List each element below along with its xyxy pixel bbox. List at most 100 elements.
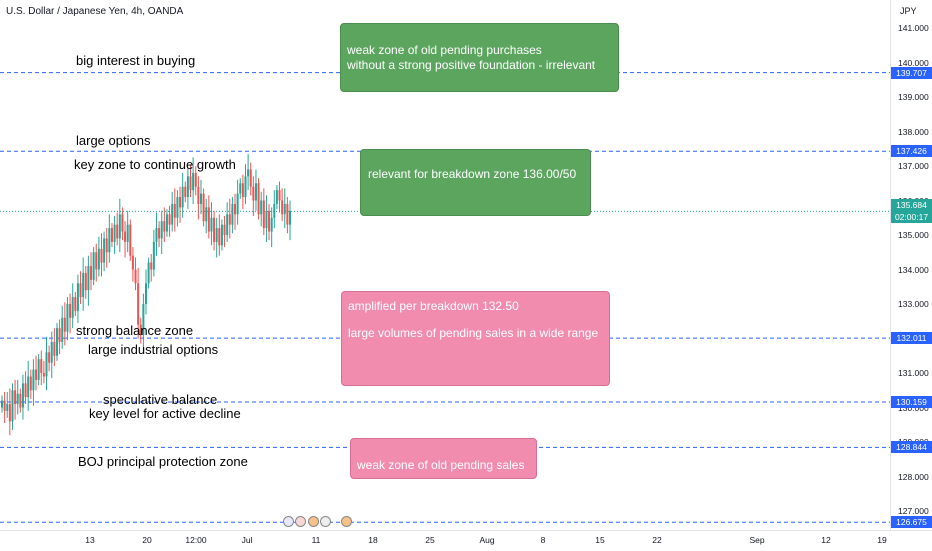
price-tick-label: 128.000 [898,471,929,482]
time-tick-label: Aug [479,535,495,545]
candle-body [21,383,24,408]
candle-body [74,297,77,311]
us-flag-icon[interactable] [295,516,307,527]
candle-body [11,390,14,422]
candle-body [32,369,35,391]
note-weak-sales-line1: weak zone of old pending sales [357,458,525,472]
candle-body [79,283,82,298]
candle-body [239,183,242,194]
candle-body [110,228,113,242]
candle-body [158,228,161,239]
candle-body [241,183,244,198]
candle-body [160,221,163,239]
candle-body [210,217,213,232]
candle-body [24,383,27,398]
candle-body [165,214,168,232]
annotation-big-interest: big interest in buying [76,53,196,68]
annotation-key-zone-growth: key zone to continue growth [74,157,236,172]
candle-body [55,328,58,356]
candle-body [61,317,64,342]
price-tag: 130.159 [891,396,932,408]
candle-body [76,283,79,311]
time-tick-label: Sep [749,535,765,545]
chart-title: U.S. Dollar / Japanese Yen, 4h, OANDA [6,6,184,17]
candle-body [103,238,106,263]
time-tick-label: 12:00 [185,535,207,545]
note-breakdown-zone[interactable]: relevant for breakdown zone 136.00/50 [360,149,591,216]
note-amplified-breakdown[interactable]: amplified per breakdown 132.50 large vol… [341,291,610,386]
event-icon[interactable] [307,516,319,527]
candle-body [50,341,53,363]
candle-body [118,214,121,239]
price-tick-label: 137.000 [898,161,929,171]
candle-body [173,203,176,218]
time-tick-label: 15 [595,535,605,545]
price-tick-label: 139.000 [898,92,929,102]
candle-body [257,183,260,215]
candle-body [286,203,289,225]
candle-body [87,266,90,291]
candle-body [199,193,202,204]
candle-body [40,359,43,373]
candle-body [116,224,119,239]
candle-body [29,376,32,391]
candle-body [108,228,111,253]
candle-body [142,304,145,336]
note-weak-purchases-line1: weak zone of old pending purchases [347,43,542,57]
annotation-speculative-balance: speculative balance [103,392,218,407]
candle-body [270,217,273,232]
candle-body [113,224,116,242]
event-icon[interactable] [340,516,352,527]
candle-body [37,359,40,380]
candle-body [35,369,38,380]
candle-body [189,176,192,191]
price-tick-label: 133.000 [898,299,929,309]
note-weak-purchases[interactable]: weak zone of old pending purchases witho… [340,23,619,92]
candle-body [131,255,134,270]
annotation-industrial-options: large industrial options [88,342,219,357]
candle-body [71,297,74,318]
candle-body [53,341,56,356]
note-breakdown-zone-line1: relevant for breakdown zone 136.00/50 [368,167,577,181]
time-scale[interactable] [0,530,932,551]
candle-body [223,224,226,235]
candle-body [213,217,216,242]
candle-body [8,404,11,422]
candle-body [244,176,247,198]
candle-body [45,352,48,377]
note-weak-purchases-line2: without a strong positive foundation - i… [347,58,596,72]
candle-body [247,169,250,177]
candle-body [150,262,153,270]
candle-body [273,203,276,218]
candle-body [42,373,45,377]
candle-body [82,272,85,298]
candle-body [6,404,9,411]
price-tag: 135.684 [891,199,932,212]
candle-body [155,228,158,242]
candle-body [58,328,61,342]
candle-body [218,228,221,246]
candle-body [176,197,179,218]
candle-body [278,190,281,201]
candle-body [105,238,108,253]
price-tick-label: 135.000 [898,230,929,240]
candle-body [100,248,103,263]
note-weak-sales[interactable]: weak zone of old pending sales [350,438,537,479]
candle-body [126,224,129,242]
candle-body [97,248,100,270]
economic-events[interactable] [283,514,352,532]
us-flag-icon[interactable] [283,516,294,527]
time-tick-label: 20 [142,535,152,545]
candle-body [69,304,72,318]
event-icon[interactable] [320,516,332,527]
time-tick-label: 19 [877,535,887,545]
price-tag: 139.707 [891,66,932,79]
candle-body [179,197,182,208]
candle-body [129,224,132,256]
candle-body [281,200,284,215]
candle-body [249,169,252,187]
candle-body [265,210,268,229]
time-tick-label: 11 [311,535,321,545]
time-tick-label: 13 [85,535,95,545]
